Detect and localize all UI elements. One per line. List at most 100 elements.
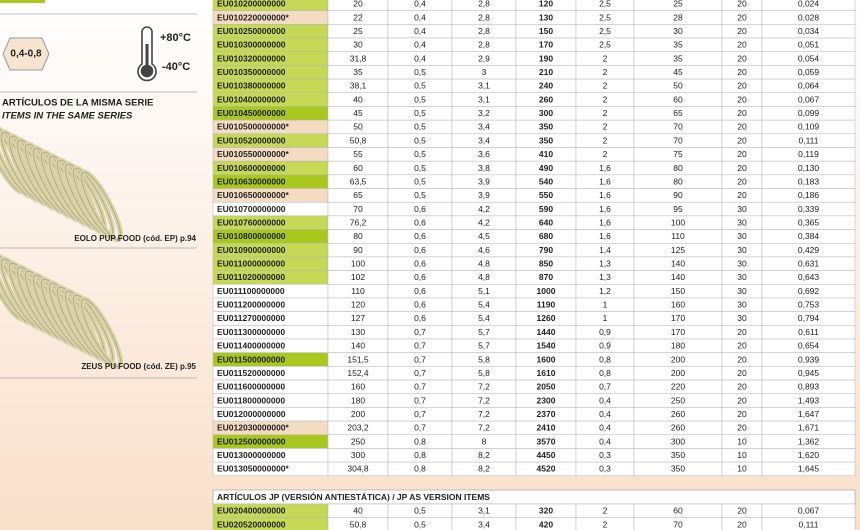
- cell-value: 8,2: [478, 464, 490, 474]
- cell-value: 350: [671, 464, 685, 474]
- cell-value: 350: [539, 122, 553, 132]
- related-item: EOLO PUP FOOD (cód. EP) p.94: [74, 234, 196, 243]
- cell-value: 20: [737, 94, 747, 104]
- product-code: EU010630000000: [217, 176, 286, 186]
- cell-value: 80: [673, 176, 683, 186]
- cell-value: 420: [539, 519, 553, 529]
- cell-value: 4,2: [478, 217, 490, 227]
- cell-value: 0,794: [798, 313, 820, 323]
- cell-value: 100: [351, 259, 365, 269]
- cell-value: 590: [539, 204, 553, 214]
- cell-value: 0,6: [414, 259, 426, 269]
- cell-value: 0,5: [414, 81, 426, 91]
- cell-value: 30: [737, 231, 747, 241]
- cell-value: 35: [353, 67, 363, 77]
- product-code: EU010450000000: [217, 108, 286, 118]
- cell-value: 1,6: [599, 176, 611, 186]
- cell-value: 0,631: [798, 259, 820, 269]
- cell-value: 490: [539, 163, 553, 173]
- cell-value: 1,620: [798, 450, 820, 460]
- cell-value: 0,945: [798, 368, 820, 378]
- cell-value: 0,4: [414, 53, 426, 63]
- cell-value: 30: [737, 259, 747, 269]
- cell-value: 120: [351, 300, 365, 310]
- cell-value: 1,671: [798, 423, 820, 433]
- cell-value: 0,9: [599, 327, 611, 337]
- cell-value: 0,6: [414, 231, 426, 241]
- cell-value: 1540: [537, 341, 556, 351]
- cell-value: 20: [737, 135, 747, 145]
- cell-value: 50: [673, 81, 683, 91]
- cell-value: 0,5: [414, 135, 426, 145]
- temp-max: +80°C: [160, 32, 191, 44]
- cell-value: 20: [353, 0, 363, 9]
- hose-ring-edge: [81, 298, 121, 368]
- cell-value: 152,4: [347, 368, 369, 378]
- cell-value: 140: [671, 272, 685, 282]
- cell-value: 20: [737, 149, 747, 159]
- cell-value: 680: [539, 231, 553, 241]
- product-code: EU010550000000*: [217, 149, 290, 159]
- cell-value: 5,8: [478, 368, 490, 378]
- cell-value: 70: [673, 122, 683, 132]
- cell-value: 2: [603, 149, 608, 159]
- cell-value: 3,2: [478, 108, 490, 118]
- cell-value: 0,753: [798, 300, 820, 310]
- cell-value: 0,6: [414, 204, 426, 214]
- cell-value: 65: [353, 190, 363, 200]
- cell-value: 410: [539, 149, 553, 159]
- cell-value: 20: [737, 176, 747, 186]
- cell-value: 1,6: [599, 190, 611, 200]
- cell-value: 2: [603, 122, 608, 132]
- cell-value: 0,5: [414, 190, 426, 200]
- cell-value: 102: [351, 272, 365, 282]
- cell-value: 75: [673, 149, 683, 159]
- cell-value: 850: [539, 259, 553, 269]
- cell-value: 1,645: [798, 464, 820, 474]
- cell-value: 4450: [537, 450, 556, 460]
- cell-value: 4,2: [478, 204, 490, 214]
- cell-value: 70: [673, 135, 683, 145]
- product-code: EU012500000000: [217, 436, 286, 446]
- cell-value: 7,2: [478, 409, 490, 419]
- cell-value: 170: [671, 327, 685, 337]
- cell-value: 5,4: [478, 300, 490, 310]
- product-code: EU020400000000: [217, 506, 286, 516]
- cell-value: 2: [603, 81, 608, 91]
- cell-value: 0,7: [414, 327, 426, 337]
- cell-value: 80: [673, 163, 683, 173]
- product-code: EU010200000000: [217, 0, 286, 9]
- cell-value: 55: [353, 149, 363, 159]
- cell-value: 30: [737, 217, 747, 227]
- cell-value: 0,7: [414, 341, 426, 351]
- cell-value: 1,493: [798, 395, 820, 405]
- product-table: EU010200000000 20 0,4 2,8 120 2,5 25 20 0,024EU0…: [212, 0, 856, 477]
- cell-value: 0,6: [414, 245, 426, 255]
- pressure-value: 0,4-0,8: [10, 49, 42, 60]
- cell-value: 0,4: [599, 423, 611, 433]
- cell-value: 0,5: [414, 506, 426, 516]
- cell-value: 0,429: [798, 245, 820, 255]
- cell-value: 350: [671, 450, 685, 460]
- cell-value: 0,024: [798, 0, 820, 9]
- cell-value: 200: [351, 409, 365, 419]
- product-code: EU011300000000: [217, 327, 285, 337]
- tab-marker: [0, 0, 45, 3]
- cell-value: 1,6: [599, 204, 611, 214]
- related-item: ZEUS PU FOOD (cód. ZE) p.95: [81, 362, 196, 371]
- cell-value: 0,692: [798, 286, 820, 296]
- cell-value: 110: [671, 231, 685, 241]
- cell-value: 4,5: [478, 231, 490, 241]
- cell-value: 20: [737, 122, 747, 132]
- cell-value: 0,119: [798, 149, 819, 159]
- cell-value: 0,051: [798, 40, 820, 50]
- cell-value: 0,7: [414, 354, 426, 364]
- product-code: EU011400000000: [217, 341, 285, 351]
- cell-value: 80: [353, 231, 363, 241]
- cell-value: 300: [351, 450, 365, 460]
- cell-value: 65: [673, 108, 683, 118]
- product-code: EU011270000000: [217, 313, 285, 323]
- cell-value: 130: [351, 327, 365, 337]
- cell-value: 0,611: [798, 327, 819, 337]
